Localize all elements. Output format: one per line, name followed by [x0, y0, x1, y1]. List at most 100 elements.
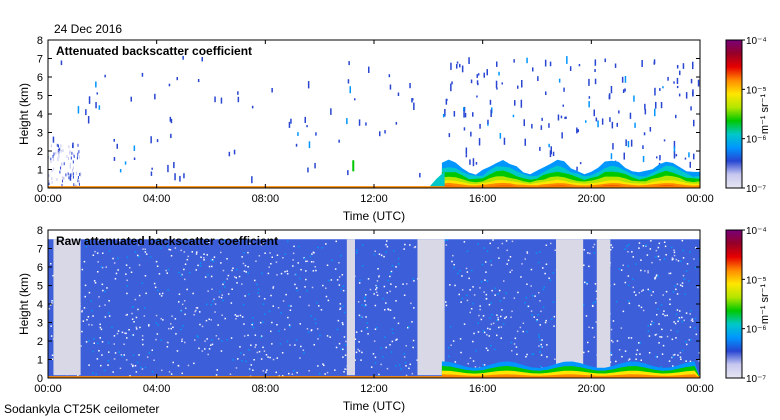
backscatter-speck — [197, 79, 200, 83]
noise-speck — [410, 302, 412, 305]
noise-speck — [248, 242, 251, 245]
noise-speck — [642, 245, 645, 247]
noise-speck — [584, 281, 586, 284]
noise-speck — [375, 288, 377, 291]
noise-speck — [674, 353, 676, 356]
noise-speck — [180, 310, 182, 312]
noise-speck — [299, 323, 301, 325]
noise-speck — [272, 285, 275, 288]
noise-speck — [83, 260, 86, 263]
noise-speck — [615, 300, 618, 303]
noise-speck — [65, 173, 67, 177]
backscatter-speck — [616, 122, 618, 127]
backscatter-speck — [167, 164, 169, 173]
noise-speck — [471, 269, 473, 272]
noise-speck — [509, 271, 511, 273]
noise-speck — [241, 359, 243, 362]
noise-speck — [85, 341, 88, 343]
noise-speck — [378, 253, 381, 255]
noise-speck — [241, 256, 243, 258]
noise-speck — [299, 357, 301, 359]
noise-speck — [287, 316, 289, 319]
noise-speck — [81, 268, 84, 271]
noise-speck — [224, 317, 226, 320]
noise-speck — [647, 325, 649, 327]
noise-speck — [647, 330, 650, 332]
noise-speck — [211, 339, 213, 341]
noise-speck — [134, 365, 137, 367]
noise-speck — [119, 367, 122, 370]
noise-speck — [662, 344, 665, 347]
noise-speck — [613, 283, 616, 286]
noise-speck — [50, 160, 52, 163]
noise-speck — [181, 372, 183, 375]
noise-speck — [380, 347, 382, 349]
noise-speck — [321, 247, 324, 249]
noise-speck — [639, 353, 641, 355]
noise-speck — [661, 353, 664, 355]
noise-speck — [446, 239, 448, 241]
noise-speck — [306, 328, 309, 330]
noise-speck — [651, 320, 653, 323]
noise-speck — [530, 285, 532, 287]
noise-speck — [207, 353, 209, 356]
noise-speck — [288, 304, 290, 307]
noise-speck — [299, 296, 301, 298]
noise-speck — [500, 326, 503, 328]
noise-speck — [638, 304, 640, 307]
noise-speck — [638, 242, 641, 244]
noise-speck — [531, 295, 534, 297]
noise-speck — [672, 365, 674, 367]
noise-speck — [210, 344, 212, 346]
noise-speck — [656, 314, 658, 316]
backscatter-speck — [676, 77, 679, 84]
backscatter-speck — [659, 88, 661, 91]
noise-speck — [264, 313, 266, 315]
noise-speck — [340, 288, 342, 291]
noise-speck — [123, 343, 125, 345]
noise-speck — [531, 353, 534, 356]
noise-speck — [79, 172, 81, 176]
noise-speck — [203, 253, 205, 255]
noise-speck — [373, 253, 376, 256]
noise-speck — [334, 369, 336, 371]
backscatter-speck — [660, 102, 663, 109]
noise-speck — [240, 352, 242, 354]
noise-speck — [504, 317, 506, 319]
noise-speck — [374, 250, 376, 252]
noise-speck — [669, 272, 672, 275]
noise-speck — [134, 251, 137, 253]
backscatter-speck — [347, 170, 349, 176]
noise-speck — [358, 341, 360, 343]
noise-speck — [81, 310, 83, 313]
backscatter-speck — [271, 88, 273, 93]
noise-speck — [633, 291, 636, 293]
noise-speck — [98, 296, 100, 298]
backscatter-speck — [173, 162, 175, 169]
y-tick-label: 3 — [37, 318, 43, 330]
backscatter-speck — [411, 98, 413, 103]
noise-speck — [383, 285, 386, 288]
noise-speck — [664, 314, 666, 317]
data-gap — [417, 239, 445, 376]
noise-speck — [649, 248, 652, 250]
noise-speck — [125, 264, 128, 266]
noise-speck — [582, 304, 585, 306]
noise-speck — [376, 280, 379, 282]
noise-speck — [615, 360, 617, 363]
noise-speck — [305, 278, 307, 281]
noise-speck — [206, 254, 208, 256]
noise-speck — [461, 289, 464, 291]
noise-speck — [117, 269, 119, 271]
noise-speck — [58, 144, 59, 148]
backscatter-speck — [233, 149, 236, 155]
backscatter-speck — [113, 157, 116, 161]
backscatter-speck — [183, 173, 185, 179]
noise-speck — [72, 172, 74, 176]
noise-speck — [199, 265, 202, 267]
backscatter-speck — [468, 57, 470, 64]
noise-speck — [485, 271, 487, 273]
noise-speck — [204, 348, 206, 350]
noise-speck — [288, 324, 291, 326]
noise-speck — [490, 264, 493, 266]
